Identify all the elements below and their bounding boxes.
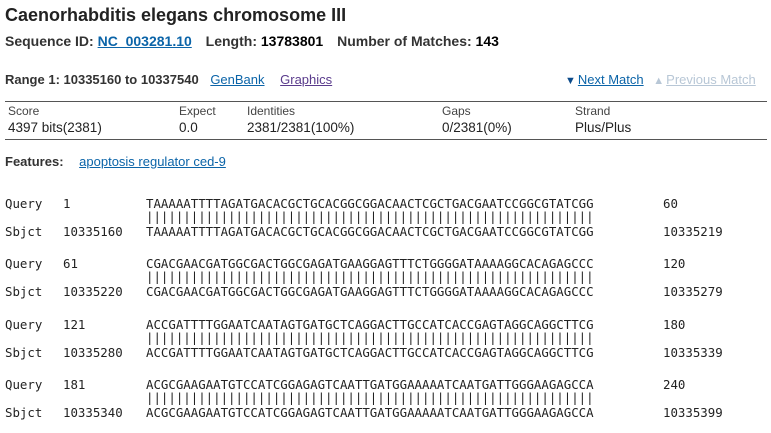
subject-start: 10335340 <box>63 405 123 420</box>
length-value: 13783801 <box>260 33 324 49</box>
query-end: 180 <box>663 317 686 332</box>
query-end: 60 <box>663 196 678 211</box>
match-line: ||||||||||||||||||||||||||||||||||||||||… <box>146 269 594 284</box>
sequence-info: Sequence ID: NC_003281.10 Length: 137838… <box>5 33 509 49</box>
genbank-link[interactable]: GenBank <box>210 72 265 87</box>
identities-header: Identities <box>247 104 296 118</box>
gaps-header: Gaps <box>442 104 471 118</box>
query-sequence: CGACGAACGATGGCGACTGGCGAGATGAAGGAGTTTCTGG… <box>146 256 594 271</box>
match-line: ||||||||||||||||||||||||||||||||||||||||… <box>146 390 594 405</box>
query-label: Query <box>5 256 43 271</box>
subject-end: 10335399 <box>663 405 723 420</box>
score-value: 4397 bits(2381) <box>8 120 102 135</box>
triangle-up-icon: ▲ <box>653 75 665 87</box>
subject-label: Sbjct <box>5 345 43 360</box>
match-line: ||||||||||||||||||||||||||||||||||||||||… <box>146 209 594 224</box>
query-label: Query <box>5 196 43 211</box>
strand-column: Strand Plus/Plus <box>575 104 631 135</box>
query-end: 240 <box>663 377 686 392</box>
matches-label: Number of Matches: <box>337 33 472 49</box>
next-match-link[interactable]: Next Match <box>577 72 644 87</box>
matches-value: 143 <box>475 33 499 49</box>
range-text: Range 1: 10335160 to 10337540 <box>5 72 199 87</box>
subject-label: Sbjct <box>5 284 43 299</box>
subject-end: 10335339 <box>663 345 723 360</box>
query-start: 181 <box>63 377 86 392</box>
strand-value: Plus/Plus <box>575 120 632 135</box>
subject-start: 10335220 <box>63 284 123 299</box>
triangle-down-icon: ▼ <box>565 75 576 87</box>
gaps-column: Gaps 0/2381(0%) <box>442 104 512 135</box>
query-label: Query <box>5 377 43 392</box>
query-label: Query <box>5 317 43 332</box>
subject-start: 10335280 <box>63 345 123 360</box>
query-start: 61 <box>63 256 78 271</box>
subject-sequence: CGACGAACGATGGCGACTGGCGAGATGAAGGAGTTTCTGG… <box>146 284 594 299</box>
features-row: Features: apoptosis regulator ced-9 <box>5 154 226 169</box>
identities-value: 2381/2381(100%) <box>247 120 355 135</box>
query-end: 120 <box>663 256 686 271</box>
score-column: Score 4397 bits(2381) <box>8 104 102 135</box>
sequence-id-label: Sequence ID: <box>5 33 94 49</box>
subject-end: 10335279 <box>663 284 723 299</box>
query-sequence: ACCGATTTTGGAATCAATAGTGATGCTCAGGACTTGCCAT… <box>146 317 594 332</box>
query-sequence: TAAAAATTTTAGATGACACGCTGCACGGCGGACAACTCGC… <box>146 196 594 211</box>
subject-label: Sbjct <box>5 405 43 420</box>
graphics-link[interactable]: Graphics <box>280 72 333 87</box>
previous-match-link[interactable]: Previous Match <box>666 72 756 87</box>
expect-value: 0.0 <box>179 120 198 135</box>
score-header: Score <box>8 104 40 118</box>
match-navigation: ▼ Next Match ▲ Previous Match <box>565 72 756 87</box>
subject-sequence: ACCGATTTTGGAATCAATAGTGATGCTCAGGACTTGCCAT… <box>146 345 594 360</box>
subject-label: Sbjct <box>5 224 43 239</box>
identities-column: Identities 2381/2381(100%) <box>247 104 354 135</box>
sequence-id-link[interactable]: NC_003281.10 <box>97 33 192 49</box>
query-start: 121 <box>63 317 86 332</box>
gaps-value: 0/2381(0%) <box>442 120 512 135</box>
query-start: 1 <box>63 196 71 211</box>
expect-header: Expect <box>179 104 216 118</box>
length-label: Length: <box>205 33 257 49</box>
strand-header: Strand <box>575 104 611 118</box>
match-line: ||||||||||||||||||||||||||||||||||||||||… <box>146 330 594 345</box>
subject-sequence: ACGCGAAGAATGTCCATCGGAGAGTCAATTGATGGAAAAA… <box>146 405 594 420</box>
score-table: Score 4397 bits(2381) Expect 0.0 Identit… <box>5 101 767 140</box>
features-label: Features: <box>5 154 64 169</box>
subject-start: 10335160 <box>63 224 123 239</box>
query-sequence: ACGCGAAGAATGTCCATCGGAGAGTCAATTGATGGAAAAA… <box>146 377 594 392</box>
feature-link[interactable]: apoptosis regulator ced-9 <box>79 154 226 169</box>
expect-column: Expect 0.0 <box>179 104 216 135</box>
page-title: Caenorhabditis elegans chromosome III <box>5 5 347 25</box>
range-header: Range 1: 10335160 to 10337540 GenBank Gr… <box>5 72 332 87</box>
subject-sequence: TAAAAATTTTAGATGACACGCTGCACGGCGGACAACTCGC… <box>146 224 594 239</box>
subject-end: 10335219 <box>663 224 723 239</box>
